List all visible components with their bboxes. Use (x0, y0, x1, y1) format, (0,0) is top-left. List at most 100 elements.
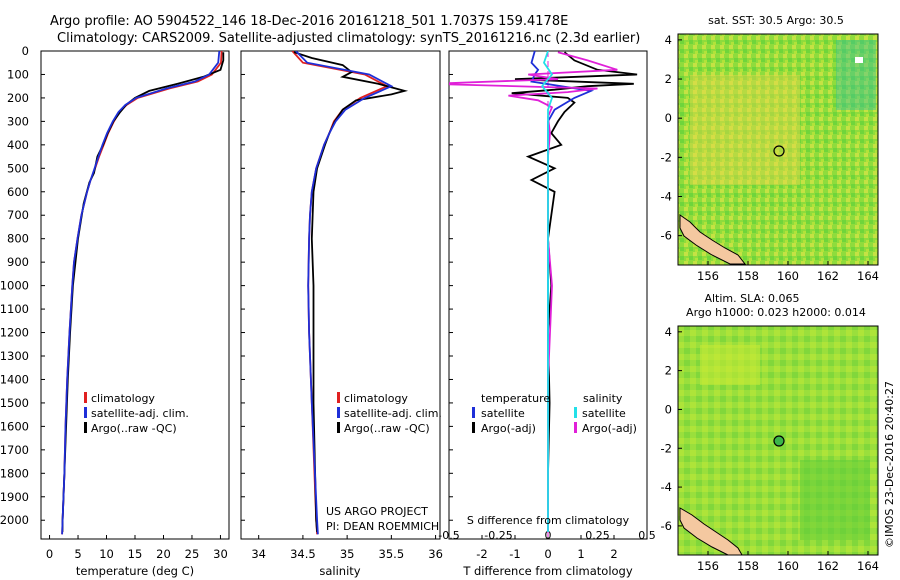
depth-tick-label: 300 (7, 114, 29, 128)
s-tick-label: -0.5 (438, 529, 459, 542)
lat-tick-label: 4 (665, 325, 672, 339)
legend-label-t-argo: Argo(-adj) (481, 422, 536, 435)
series-line-salinity-satellite (540, 51, 554, 532)
legend-label-climatology: climatology (344, 392, 408, 405)
lon-tick-label: 164 (857, 269, 879, 283)
figure-title-line2: Climatology: CARS2009. Satellite-adjuste… (57, 31, 640, 46)
depth-tick-label: 1100 (0, 302, 29, 316)
lat-tick-label: -2 (661, 441, 672, 455)
x-tick-label: 20 (156, 547, 171, 561)
sla-map: Altim. SLA: 0.065 Argo h1000: 0.023 h200… (661, 292, 879, 573)
s-tick-label: -0.25 (484, 529, 512, 542)
credit-line1: US ARGO PROJECT (326, 505, 428, 518)
sla-high-patch (700, 345, 760, 385)
x-tick-label: -1 (509, 547, 520, 561)
x-tick-label: 34.5 (290, 547, 316, 561)
series-line-argo-raw-qc- (293, 51, 409, 533)
salinity-panel-frame (240, 50, 441, 540)
sst-map-ticks: 156 158 160 162 164 4 2 0 -2 -4 -6 (661, 33, 879, 283)
x-tick-label: 1 (577, 547, 584, 561)
lat-tick-label: 0 (665, 402, 672, 416)
temperature-legend: climatology satellite-adj. clim. Argo(..… (84, 392, 189, 435)
x-tick-label: 10 (99, 547, 114, 561)
legend-swatch-argo (337, 422, 340, 433)
temperature-panel-frame (40, 50, 230, 540)
sst-warm-patch (690, 75, 800, 185)
depth-tick-label: 1400 (0, 372, 29, 386)
sst-cool-patch (836, 40, 876, 110)
legend-swatch-climatology (337, 392, 340, 403)
series-line-argo-raw-qc- (61, 52, 225, 533)
x-tick-label: 30 (213, 547, 228, 561)
sst-map-frame (677, 33, 879, 266)
depth-tick-label: 200 (7, 91, 29, 105)
salinity-plot: 34 34.5 35 35.5 36 (251, 51, 443, 561)
series-line-temperature-argo-adj- (511, 51, 638, 532)
series-line-temperature-satellite (530, 51, 595, 532)
difference-xlabel: T difference from climatology (462, 564, 633, 578)
depth-tick-label: 500 (7, 161, 29, 175)
temperature-plot: 0 5 10 15 20 25 30 (46, 51, 228, 561)
legend-title-temperature: temperature (481, 392, 550, 405)
legend-label-t-satellite: satellite (481, 407, 525, 420)
lat-tick-label: -2 (661, 150, 672, 164)
legend-swatch-t-satellite (472, 407, 475, 418)
difference-top-label: S difference from climatology (467, 514, 630, 527)
legend-label-satellite: satellite-adj. clim. (91, 407, 189, 420)
depth-tick-label: 700 (7, 208, 29, 222)
legend-label-s-argo: Argo(-adj) (582, 422, 637, 435)
lon-tick-label: 158 (737, 269, 759, 283)
salinity-legend: climatology satellite-adj. clim. Argo(..… (337, 392, 442, 435)
x-tick-label: 36 (428, 547, 443, 561)
lat-tick-label: -6 (661, 229, 672, 243)
lat-tick-label: 4 (665, 33, 672, 47)
depth-tick-label: 0 (22, 44, 29, 58)
depth-tick-label: 400 (7, 138, 29, 152)
credit-line2: PI: DEAN ROEMMICH (326, 520, 439, 533)
depth-tick-label: 100 (7, 67, 29, 81)
sst-map-texture (678, 34, 878, 265)
difference-legend: temperature salinity satellite Argo(-adj… (472, 392, 637, 435)
lat-tick-label: -4 (661, 480, 672, 494)
depth-tick-label: 1500 (0, 396, 29, 410)
lat-tick-label: -6 (661, 519, 672, 533)
depth-tick-label: 800 (7, 232, 29, 246)
legend-swatch-climatology (84, 392, 87, 403)
legend-label-s-satellite: satellite (582, 407, 626, 420)
depth-tick-label: 1700 (0, 443, 29, 457)
legend-title-salinity: salinity (583, 392, 623, 405)
legend-swatch-satellite (337, 407, 340, 418)
x-tick-label: 35 (340, 547, 355, 561)
x-tick-label: 34 (251, 547, 266, 561)
sla-map-frame (677, 325, 879, 556)
sst-map: sat. SST: 30.5 Argo: 30.5 156 158 160 162 16… (661, 14, 879, 283)
x-tick-label: 35.5 (379, 547, 405, 561)
s-tick-label: 0.5 (638, 529, 656, 542)
legend-swatch-argo (84, 422, 87, 433)
sla-map-title-line2: Argo h1000: 0.023 h2000: 0.014 (686, 306, 866, 319)
legend-swatch-satellite (84, 407, 87, 418)
depth-tick-label: 1300 (0, 349, 29, 363)
figure-title-line1: Argo profile: AO 5904522_146 18-Dec-2016… (50, 14, 568, 29)
legend-swatch-s-argo (574, 422, 577, 433)
legend-label-argo: Argo(..raw -QC) (91, 422, 177, 435)
x-tick-label: 5 (74, 547, 81, 561)
sst-map-title: sat. SST: 30.5 Argo: 30.5 (708, 14, 844, 27)
depth-tick-label: 1800 (0, 466, 29, 480)
depth-tick-label: 600 (7, 185, 29, 199)
sla-map-ticks: 156 158 160 162 164 4 2 0 -2 -4 -6 (661, 325, 879, 573)
sst-land-mass (679, 214, 747, 265)
depth-tick-label: 2000 (0, 513, 29, 527)
lon-tick-label: 156 (697, 559, 719, 573)
footer-stamp: ©IMOS 23-Dec-2016 20:40:27 (883, 381, 896, 548)
series-line-climatology (291, 51, 389, 535)
salinity-xlabel: salinity (319, 564, 360, 578)
lon-tick-label: 158 (737, 559, 759, 573)
lat-tick-label: -4 (661, 189, 672, 203)
lon-tick-label: 160 (777, 269, 799, 283)
x-tick-label: 15 (128, 547, 143, 561)
lat-tick-label: 2 (665, 364, 672, 378)
lon-tick-label: 156 (697, 269, 719, 283)
